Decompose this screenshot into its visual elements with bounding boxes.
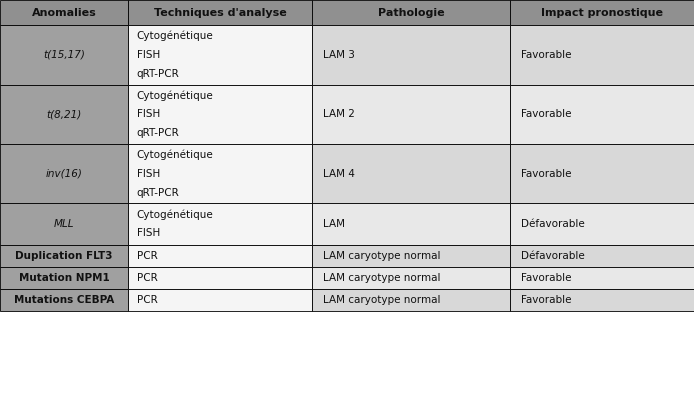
Bar xyxy=(128,267,312,289)
Bar xyxy=(0,25,128,85)
Bar xyxy=(0,245,128,267)
Text: Cytogénétique: Cytogénétique xyxy=(137,90,214,101)
Text: Impact pronostique: Impact pronostique xyxy=(541,8,663,18)
Text: Défavorable: Défavorable xyxy=(520,251,584,261)
Text: t(15,17): t(15,17) xyxy=(43,50,85,60)
Text: LAM 4: LAM 4 xyxy=(323,169,355,178)
Text: Mutations CEBPA: Mutations CEBPA xyxy=(14,295,115,305)
Bar xyxy=(510,25,694,85)
Text: inv(16): inv(16) xyxy=(46,169,83,178)
Bar xyxy=(0,289,128,311)
Bar xyxy=(510,267,694,289)
Bar xyxy=(0,267,128,289)
Bar xyxy=(0,85,128,144)
Text: qRT-PCR: qRT-PCR xyxy=(137,69,180,79)
Bar xyxy=(312,203,510,245)
Bar xyxy=(128,289,312,311)
Text: Favorable: Favorable xyxy=(520,169,571,178)
Text: Anomalies: Anomalies xyxy=(32,8,96,18)
Text: PCR: PCR xyxy=(137,251,158,261)
Bar xyxy=(0,144,128,203)
Bar xyxy=(510,0,694,25)
Text: qRT-PCR: qRT-PCR xyxy=(137,128,180,138)
Text: Défavorable: Défavorable xyxy=(520,219,584,229)
Text: Favorable: Favorable xyxy=(520,50,571,60)
Text: MLL: MLL xyxy=(54,219,74,229)
Bar xyxy=(128,144,312,203)
Text: FISH: FISH xyxy=(137,228,160,238)
Text: Cytogénétique: Cytogénétique xyxy=(137,31,214,41)
Text: PCR: PCR xyxy=(137,295,158,305)
Text: LAM 3: LAM 3 xyxy=(323,50,355,60)
Bar xyxy=(128,203,312,245)
Bar xyxy=(312,289,510,311)
Bar xyxy=(312,245,510,267)
Bar xyxy=(128,85,312,144)
Text: FISH: FISH xyxy=(137,169,160,178)
Text: Pathologie: Pathologie xyxy=(378,8,445,18)
Text: PCR: PCR xyxy=(137,273,158,283)
Text: Favorable: Favorable xyxy=(520,295,571,305)
Text: LAM caryotype normal: LAM caryotype normal xyxy=(323,295,440,305)
Text: Favorable: Favorable xyxy=(520,273,571,283)
Bar xyxy=(510,144,694,203)
Bar xyxy=(312,85,510,144)
Text: Mutation NPM1: Mutation NPM1 xyxy=(19,273,110,283)
Bar xyxy=(312,25,510,85)
Text: FISH: FISH xyxy=(137,109,160,119)
Bar xyxy=(0,0,128,25)
Text: Techniques d'analyse: Techniques d'analyse xyxy=(154,8,287,18)
Text: qRT-PCR: qRT-PCR xyxy=(137,188,180,198)
Bar xyxy=(312,144,510,203)
Text: Favorable: Favorable xyxy=(520,109,571,119)
Text: FISH: FISH xyxy=(137,50,160,60)
Text: Duplication FLT3: Duplication FLT3 xyxy=(15,251,113,261)
Bar xyxy=(312,267,510,289)
Text: t(8,21): t(8,21) xyxy=(46,109,82,119)
Bar xyxy=(128,245,312,267)
Text: LAM: LAM xyxy=(323,219,345,229)
Bar xyxy=(0,203,128,245)
Bar xyxy=(312,0,510,25)
Bar xyxy=(510,245,694,267)
Text: LAM caryotype normal: LAM caryotype normal xyxy=(323,251,440,261)
Text: LAM caryotype normal: LAM caryotype normal xyxy=(323,273,440,283)
Bar xyxy=(510,289,694,311)
Text: LAM 2: LAM 2 xyxy=(323,109,355,119)
Text: Cytogénétique: Cytogénétique xyxy=(137,210,214,220)
Bar xyxy=(128,0,312,25)
Bar xyxy=(510,203,694,245)
Text: Cytogénétique: Cytogénétique xyxy=(137,150,214,160)
Bar xyxy=(510,85,694,144)
Bar xyxy=(128,25,312,85)
